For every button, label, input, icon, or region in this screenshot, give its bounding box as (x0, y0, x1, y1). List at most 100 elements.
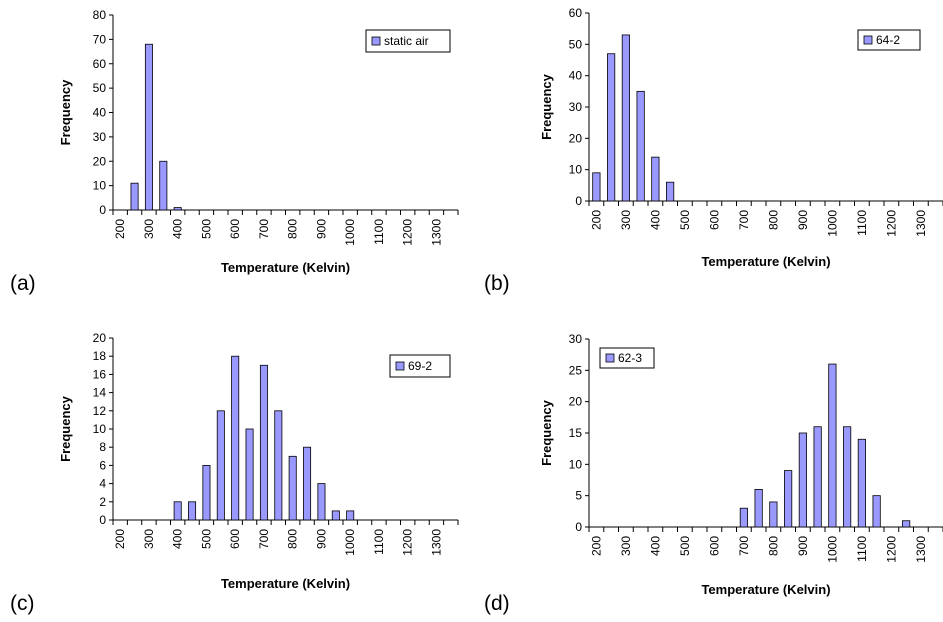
histogram-bar (857, 438, 866, 528)
x-tick-label: 300 (142, 529, 156, 549)
x-tick-label: 800 (286, 219, 300, 239)
y-tick-label: 10 (569, 457, 583, 471)
histogram-bar (231, 355, 240, 521)
x-tick-label: 200 (589, 536, 603, 556)
x-tick-label: 200 (113, 529, 127, 549)
x-tick-label: 900 (796, 536, 810, 556)
histogram-bar (274, 410, 283, 521)
x-tick-label: 1100 (372, 529, 386, 555)
x-axis-label: Temperature (Kelvin) (701, 254, 830, 269)
histogram-bar (872, 495, 881, 528)
x-tick-label: 800 (286, 529, 300, 549)
x-tick-label: 400 (648, 536, 662, 556)
chart-panel-d: 0 5 10 15 20 25 30 200 300 400 500 600 700 800 900 1000… (484, 332, 943, 615)
legend-swatch (371, 36, 381, 46)
y-axis-label: Frequency (58, 79, 73, 146)
histogram-bar (259, 364, 268, 521)
histogram-bar (754, 488, 763, 528)
histogram-bar (621, 34, 630, 202)
histogram-bar (784, 470, 793, 528)
histogram-bar (216, 410, 225, 521)
histogram-bar (303, 446, 312, 521)
panel-label: (c) (10, 592, 35, 615)
x-tick-label: 1200 (401, 219, 415, 246)
y-tick-label: 20 (93, 331, 107, 345)
x-tick-label: 1300 (914, 210, 928, 237)
y-tick-label: 70 (93, 32, 107, 46)
histogram-bar (666, 181, 675, 202)
histogram-bar (130, 182, 139, 211)
y-tick-label: 80 (93, 8, 107, 22)
histogram-bar (245, 428, 254, 521)
x-tick-label: 300 (619, 210, 633, 230)
histogram-bar (739, 507, 748, 528)
legend: static air (365, 29, 451, 53)
y-tick-label: 20 (569, 395, 583, 409)
histogram-bar (813, 426, 822, 528)
y-tick-label: 10 (93, 422, 107, 436)
legend: 62-3 (599, 347, 655, 369)
histogram-bar (843, 426, 852, 528)
x-tick-label: 700 (737, 536, 751, 556)
x-tick-label: 1300 (914, 536, 928, 563)
histogram-bar (173, 501, 182, 521)
y-tick-label: 14 (93, 386, 107, 400)
histogram-bar (288, 455, 297, 521)
x-tick-label: 400 (171, 219, 185, 239)
x-tick-label: 400 (648, 210, 662, 230)
x-tick-label: 600 (228, 219, 242, 239)
x-tick-label: 700 (257, 219, 271, 239)
legend-swatch (605, 353, 615, 363)
x-tick-label: 700 (737, 210, 751, 230)
legend-swatch (395, 361, 405, 371)
legend: 64-2 (857, 29, 921, 51)
x-tick-label: 800 (766, 536, 780, 556)
x-tick-label: 500 (678, 536, 692, 556)
legend-box (599, 347, 655, 369)
legend-label: static air (384, 34, 429, 48)
y-tick-label: 60 (93, 57, 107, 71)
histogram-bar (346, 510, 355, 521)
x-tick-label: 600 (707, 210, 721, 230)
y-tick-label: 18 (93, 349, 107, 363)
x-tick-label: 500 (199, 219, 213, 239)
legend-swatch (863, 35, 873, 45)
histogram-bar (331, 510, 340, 521)
panel-label: (b) (484, 272, 510, 295)
y-axis-label: Frequency (58, 395, 73, 462)
histogram-bar (144, 43, 153, 211)
legend-label: 69-2 (408, 359, 432, 373)
histogram-bar (317, 483, 326, 521)
y-tick-label: 0 (575, 520, 582, 534)
y-tick-label: 10 (569, 163, 583, 177)
histogram-bar (592, 172, 601, 202)
x-tick-label: 300 (619, 536, 633, 556)
histogram-bar (902, 520, 911, 528)
x-axis-label: Temperature (Kelvin) (701, 582, 830, 597)
x-tick-label: 1000 (825, 210, 839, 237)
y-tick-label: 2 (99, 495, 106, 509)
y-tick-label: 5 (575, 489, 582, 503)
legend-box (857, 29, 921, 51)
x-tick-label: 1000 (825, 536, 839, 563)
y-tick-label: 30 (569, 332, 583, 346)
histogram-bar (798, 432, 807, 528)
x-tick-label: 400 (171, 529, 185, 549)
y-tick-label: 30 (569, 100, 583, 114)
y-tick-label: 40 (93, 106, 107, 120)
y-tick-label: 15 (569, 426, 583, 440)
histogram-bar (769, 501, 778, 528)
y-axis-label: Frequency (539, 399, 554, 466)
x-tick-label: 200 (589, 210, 603, 230)
x-tick-label: 600 (228, 529, 242, 549)
panel-label: (d) (484, 592, 510, 615)
chart-panel-b: 0 10 20 30 40 50 60 200 300 400 500 600 700 800 900 100… (484, 6, 943, 295)
y-tick-label: 0 (99, 513, 106, 527)
legend-box (389, 354, 451, 378)
y-tick-label: 60 (569, 6, 583, 20)
x-tick-label: 1100 (372, 219, 386, 245)
y-tick-label: 20 (569, 131, 583, 145)
y-tick-label: 40 (569, 69, 583, 83)
y-tick-label: 8 (99, 440, 106, 454)
